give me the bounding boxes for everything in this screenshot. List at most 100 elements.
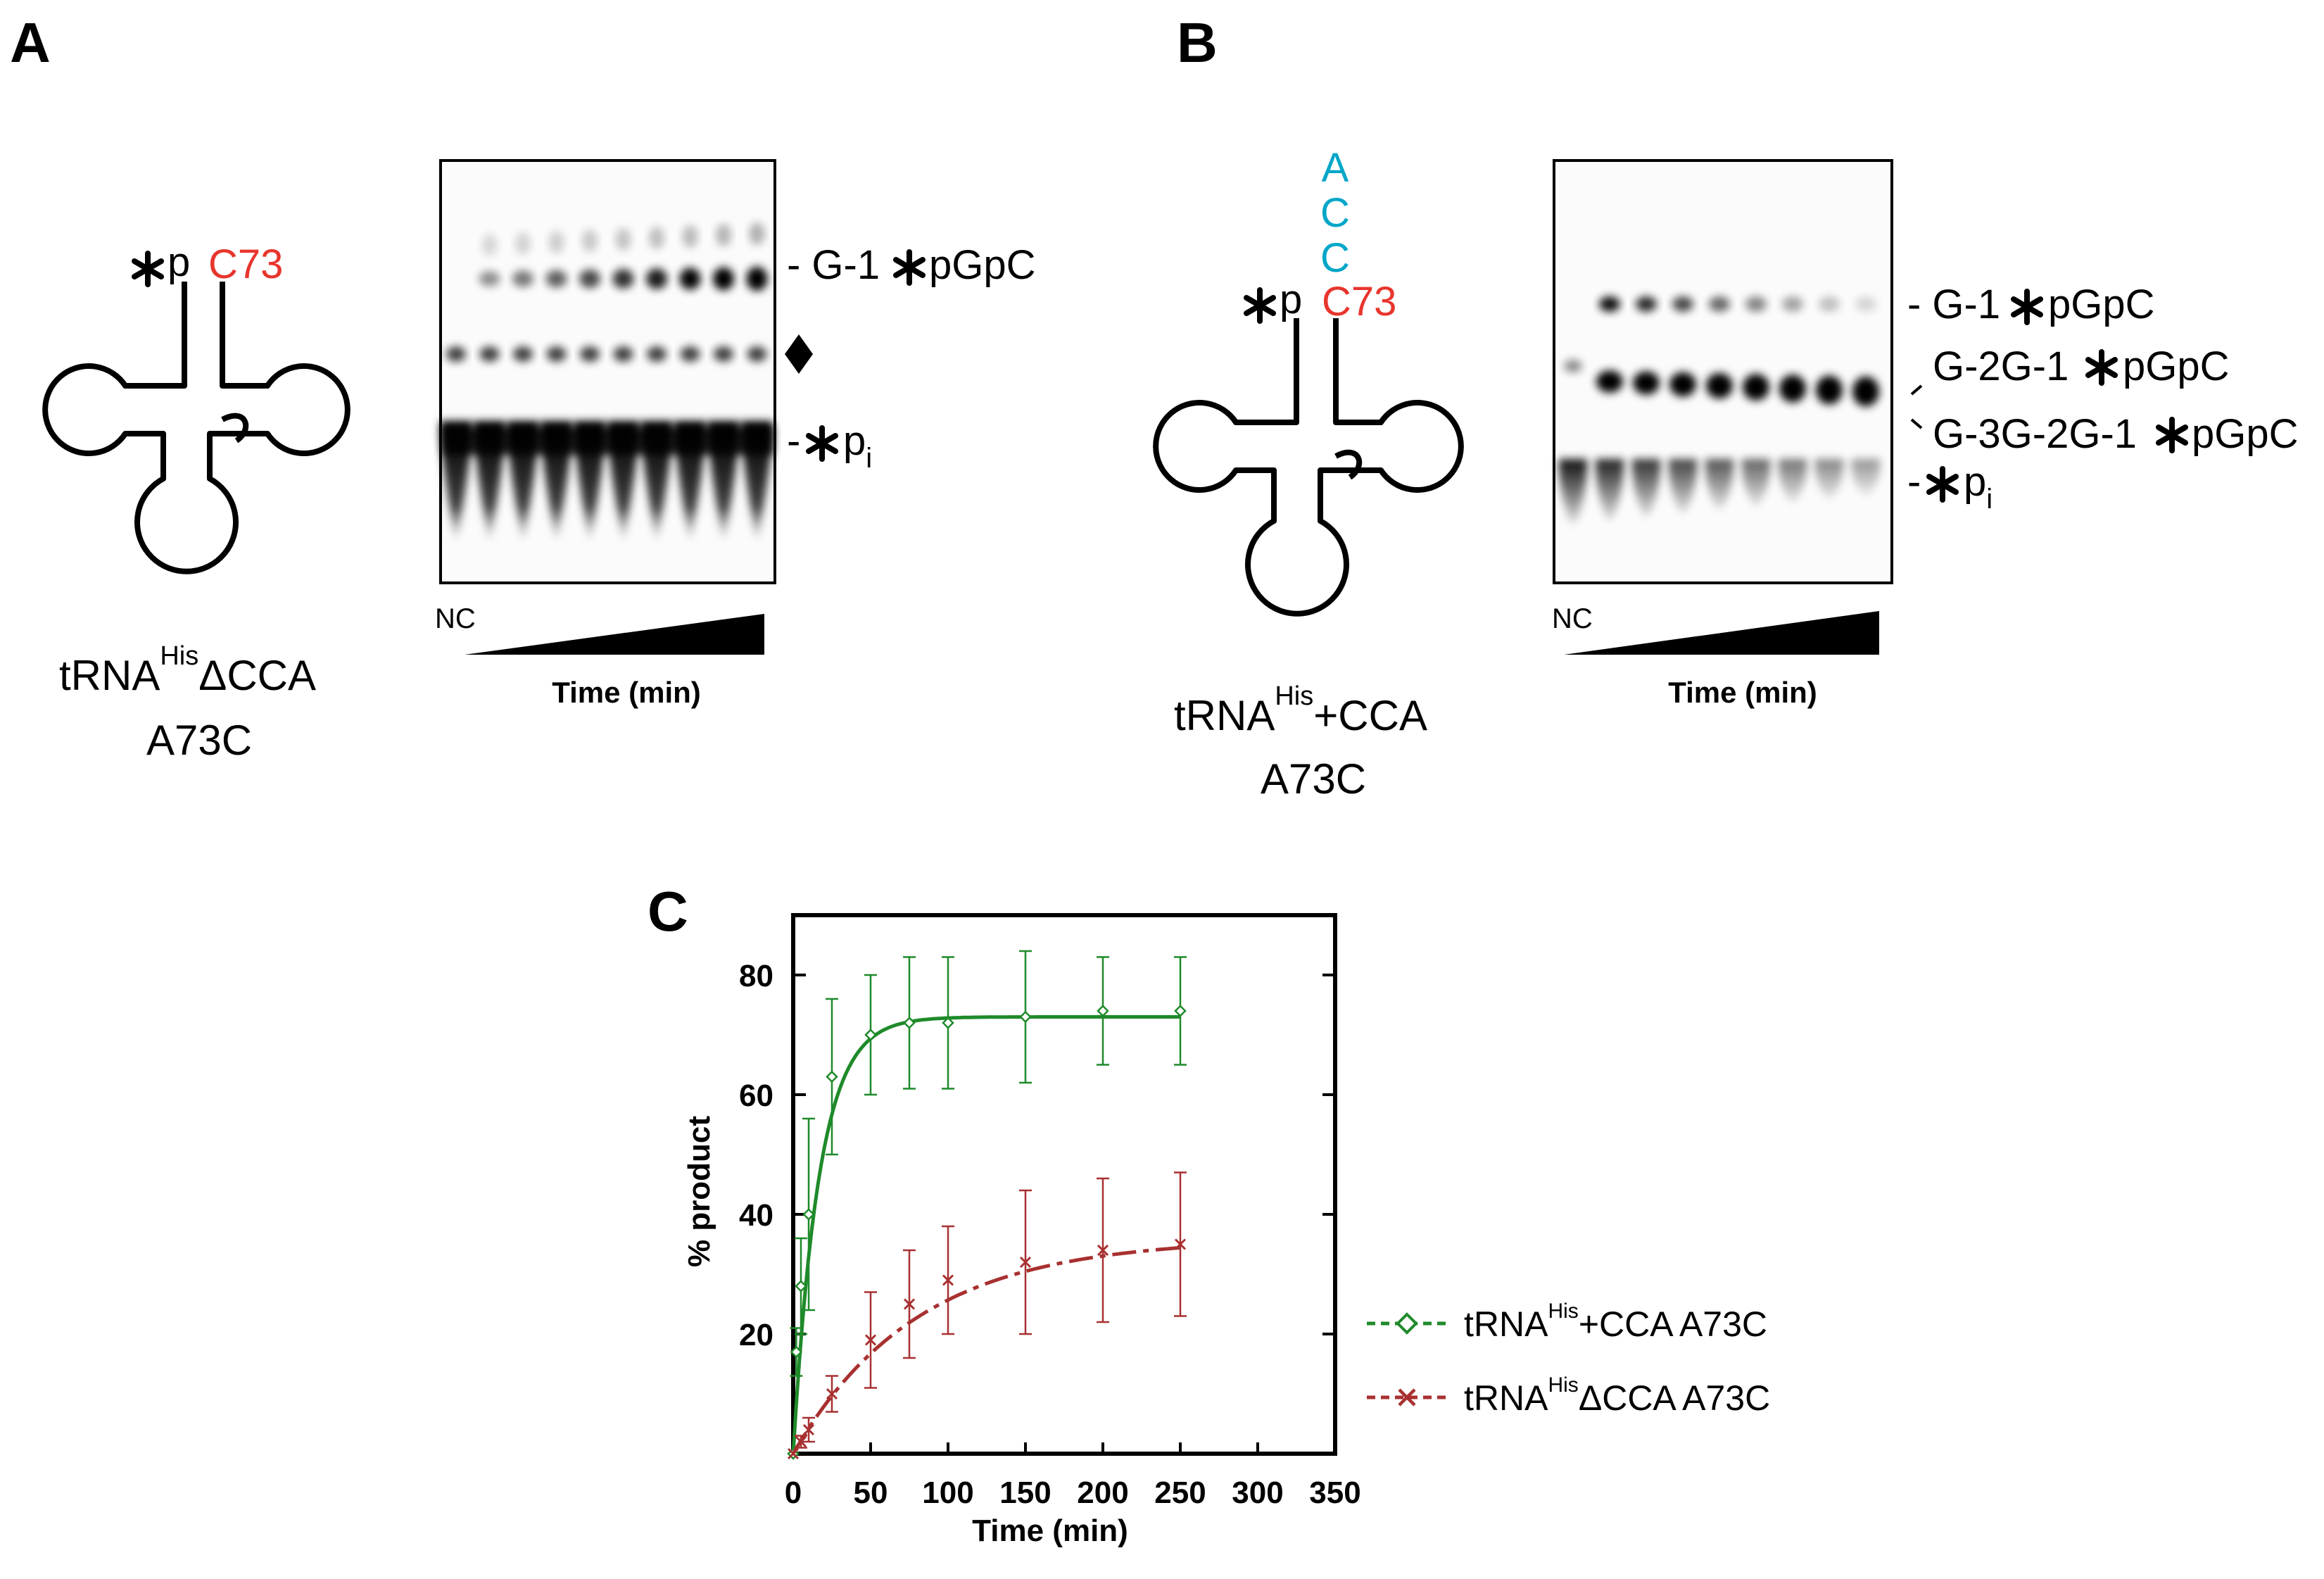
gel-b-lane xyxy=(1814,296,1844,501)
data-point xyxy=(1019,1010,1032,1024)
x-tick-label: 200 xyxy=(1077,1476,1128,1510)
x-tick-label: 350 xyxy=(1309,1476,1360,1510)
trna-name-a-main: tRNA xyxy=(59,652,160,699)
band-label-b-pi-sub: i xyxy=(1986,484,1993,515)
trna-name-b-main: tRNA xyxy=(1174,692,1275,739)
x-axis-label: Time (min) xyxy=(972,1514,1128,1548)
series-0 xyxy=(787,950,1187,1460)
panel-letter-b: B xyxy=(1177,11,1218,74)
legend-diamond-icon xyxy=(1396,1312,1418,1335)
gel-b-lane xyxy=(1595,296,1624,522)
legend-entry-0: tRNAHis+CCA A73C xyxy=(1367,1300,1767,1344)
trna-name-a: tRNAHisΔCCA xyxy=(59,641,316,699)
trna-name-b-sup: His xyxy=(1275,681,1313,711)
legend-x-icon xyxy=(1398,1388,1416,1407)
gel-b-lane xyxy=(1705,296,1734,511)
trna-cloverleaf-a xyxy=(42,282,351,574)
data-point xyxy=(942,1017,954,1029)
label-c73-a: C73 xyxy=(208,241,283,287)
band-star-icon-b2 xyxy=(2088,352,2115,383)
data-point xyxy=(942,1274,954,1286)
data-point xyxy=(1174,1005,1187,1017)
pi-star-icon-b xyxy=(1929,469,1956,500)
band-label-b-g1-suffix: pGpC xyxy=(2048,282,2155,327)
x-tick-label: 250 xyxy=(1154,1476,1206,1510)
x-tick-label: 100 xyxy=(922,1476,973,1510)
band-tick-b3 xyxy=(1910,418,1923,429)
trna-name-b-line2: A73C xyxy=(1261,755,1366,803)
band-label-b-g2-suffix: pGpC xyxy=(2123,344,2230,389)
panel-a: A p C73 tRNAHisΔCCA A73C NC Time (min) -… xyxy=(10,11,1036,764)
time-wedge-b xyxy=(1564,611,1879,655)
data-point xyxy=(1019,1256,1032,1269)
gel-b-lane xyxy=(1741,296,1771,508)
gel-b-lane xyxy=(1778,296,1807,504)
band-label-a-pi-p: p xyxy=(843,418,866,464)
band-star-icon-a xyxy=(896,252,923,283)
trna-cloverleaf-b xyxy=(1153,318,1464,617)
band-label-b-pi-dash: - xyxy=(1907,459,1921,505)
panel-letter-a: A xyxy=(10,11,51,74)
gel-a-pi-band xyxy=(443,427,773,455)
data-point xyxy=(903,1017,916,1029)
band-label-b-g3-suffix: pGpC xyxy=(2192,411,2299,457)
gel-b-lanes xyxy=(1558,296,1881,525)
gel-a-lanes xyxy=(440,222,773,543)
band-label-b-g2: G-2G-1 xyxy=(1933,344,2069,389)
acc-letter-3: C xyxy=(1320,235,1350,281)
trna-name-b: tRNAHis+CCA xyxy=(1174,681,1427,739)
band-label-b-g3: G-3G-2G-1 xyxy=(1933,411,2137,457)
trna-name-a-sup: His xyxy=(160,641,198,671)
acc-letter-2: C xyxy=(1320,190,1350,236)
kinetics-chart: 20 40 60 80 0 50 100 150 200 250 300 350 Time (min)%… xyxy=(682,913,1770,1548)
data-point xyxy=(903,1298,916,1310)
trna-name-b-suffix: +CCA xyxy=(1313,692,1427,739)
data-point xyxy=(790,1345,803,1359)
panel-letter-c: C xyxy=(648,880,688,943)
legend-label-main: tRNA xyxy=(1464,1378,1548,1418)
legend-label-main: tRNA xyxy=(1464,1304,1548,1344)
band-label-a-pi: pi xyxy=(843,418,872,474)
radiolabel-star-icon xyxy=(134,253,161,284)
acc-letter-1: A xyxy=(1322,145,1349,191)
diamond-marker-icon xyxy=(785,334,813,374)
data-point xyxy=(1174,1238,1187,1250)
y-tick-label: 20 xyxy=(739,1318,773,1352)
band-label-b-g1: - G-1 xyxy=(1907,282,2000,327)
plot-frame xyxy=(791,913,1337,1456)
legend-label-suffix: ΔCCA A73C xyxy=(1579,1378,1770,1418)
y-axis-label: % product xyxy=(682,1116,716,1267)
x-tick-label: 0 xyxy=(785,1476,802,1510)
band-label-a-product: - G-1 xyxy=(787,242,880,288)
gel-a: NC Time (min) xyxy=(435,159,776,709)
time-wedge-a xyxy=(465,614,764,655)
panel-c: C 20 40 60 80 0 50 100 150 200 250 300 350 Time (min… xyxy=(648,880,1770,1548)
label-p-a: p xyxy=(168,239,190,285)
radiolabel-star-icon-b xyxy=(1246,290,1273,321)
gel-b-lane xyxy=(1668,296,1698,515)
pi-star-icon-a xyxy=(809,428,835,459)
data-point xyxy=(802,1208,815,1221)
band-star-icon-b1 xyxy=(2014,291,2040,322)
data-point xyxy=(826,1388,838,1400)
data-point xyxy=(1097,1244,1109,1257)
x-tick-label: 150 xyxy=(999,1476,1051,1510)
x-tick-label: 50 xyxy=(854,1476,888,1510)
legend-label: tRNAHisΔCCA A73C xyxy=(1464,1373,1770,1418)
data-point xyxy=(787,1447,800,1460)
trna-name-a-line2: A73C xyxy=(146,717,252,764)
gel-b-xlabel: Time (min) xyxy=(1668,676,1817,709)
band-label-a-product-suffix: pGpC xyxy=(929,242,1036,288)
nc-label-a: NC xyxy=(435,603,476,634)
gel-b-lane xyxy=(1851,296,1881,497)
data-point xyxy=(864,1028,877,1041)
data-point xyxy=(795,1435,807,1448)
y-tick-label: 60 xyxy=(739,1078,773,1113)
y-tick-label: 80 xyxy=(739,959,773,993)
series-1 xyxy=(787,1171,1187,1460)
legend-label-suffix: +CCA A73C xyxy=(1579,1304,1767,1344)
trna-name-a-suffix: ΔCCA xyxy=(198,652,316,699)
gel-b-lane xyxy=(1631,296,1661,518)
data-point xyxy=(826,1070,838,1083)
